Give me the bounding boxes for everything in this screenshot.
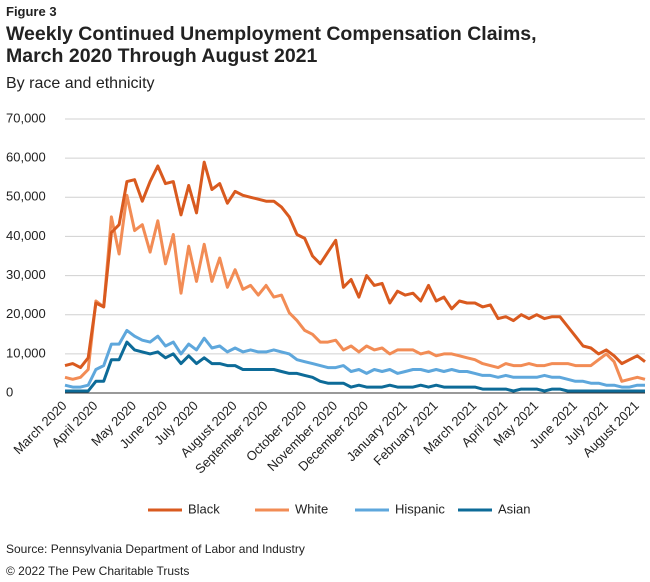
figure-label: Figure 3 — [6, 4, 57, 19]
legend-label: Black — [188, 501, 220, 516]
y-tick-label: 60,000 — [6, 150, 46, 165]
copyright: © 2022 The Pew Charitable Trusts — [6, 564, 189, 578]
chart-title: March 2020 Through August 2021 — [6, 45, 318, 67]
series-line — [64, 193, 646, 383]
source-note: Source: Pennsylvania Department of Labor… — [6, 542, 305, 556]
series-line — [64, 328, 645, 389]
y-tick-label: 70,000 — [6, 110, 46, 125]
legend-label: Asian — [498, 501, 531, 516]
chart-subtitle: By race and ethnicity — [6, 75, 155, 92]
y-tick-label: 10,000 — [6, 345, 46, 360]
y-tick-label: 30,000 — [6, 267, 46, 282]
legend-label: White — [295, 501, 328, 516]
series-line — [65, 340, 645, 393]
y-tick-label: 20,000 — [6, 306, 46, 321]
y-tick-label: 50,000 — [6, 189, 46, 204]
legend-label: Hispanic — [395, 501, 445, 516]
y-tick-label: 40,000 — [6, 228, 46, 243]
series-line — [64, 160, 646, 370]
y-tick-label: 0 — [6, 384, 13, 399]
chart-title: Weekly Continued Unemployment Compensati… — [6, 23, 537, 45]
